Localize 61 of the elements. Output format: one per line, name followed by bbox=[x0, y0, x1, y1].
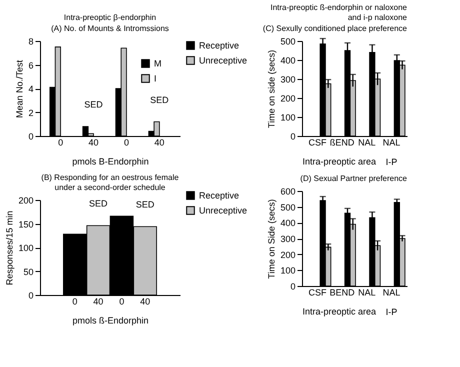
chart-title: Intra-preoptic ß-endorphin or naloxone and i-p naloxone bbox=[270, 3, 408, 22]
x-tick-label: NAL bbox=[358, 288, 376, 298]
x-tick-label: NAL bbox=[358, 138, 376, 148]
x-tick-label: BEND bbox=[330, 288, 356, 298]
x-tick-label: 0 bbox=[72, 296, 78, 306]
x-tick-label: 0 bbox=[124, 138, 129, 148]
legend-label: Unreceptive bbox=[199, 206, 248, 216]
chart-title: (B) Responding for an oestrous female under a second-order schedule bbox=[41, 173, 180, 192]
annotation: SED bbox=[84, 100, 104, 110]
text: I-P bbox=[386, 157, 398, 167]
x-tick-label: ßEND bbox=[330, 138, 355, 148]
y-tick-label: 200 bbox=[280, 94, 296, 104]
y-tick-label: 4 bbox=[28, 84, 34, 94]
annotation: SED bbox=[136, 200, 155, 210]
x-tick-label: 0 bbox=[58, 138, 64, 148]
y-tick-label: 300 bbox=[280, 74, 296, 84]
y-tick-label: 600 bbox=[280, 186, 296, 196]
y-axis-title: Time on side (secs) bbox=[266, 50, 276, 128]
y-tick-label: 2 bbox=[28, 108, 34, 118]
y-tick-label: 50 bbox=[23, 266, 34, 277]
chart-title: (D) Sexual Partner preference bbox=[300, 174, 408, 183]
x-tick-label: 40 bbox=[154, 138, 164, 148]
x-axis-title: pmols ß-Endorphin bbox=[72, 316, 149, 326]
legend-label: Unreceptive bbox=[199, 56, 248, 66]
y-tick-label: 200 bbox=[280, 250, 296, 260]
y-tick-label: 300 bbox=[280, 234, 296, 244]
y-tick-label: 150 bbox=[18, 219, 34, 230]
y-tick-label: 500 bbox=[280, 202, 296, 212]
x-tick-label: CSF bbox=[308, 288, 327, 298]
x-axis-title: pmols B-Endorphin bbox=[72, 156, 149, 166]
y-tick-label: 100 bbox=[280, 266, 296, 276]
chart-title: Intra-preoptic β-endorphin bbox=[64, 13, 156, 22]
chart-subtitle: (A) No. of Mounts & Intromssions bbox=[51, 24, 169, 33]
x-tick-label: 40 bbox=[93, 296, 104, 306]
legend-label: Receptive bbox=[199, 190, 240, 200]
legend-label: Receptive bbox=[199, 40, 240, 50]
x-tick-label: 40 bbox=[140, 296, 150, 306]
y-tick-label: 500 bbox=[280, 36, 296, 46]
y-tick-label: 6 bbox=[28, 60, 34, 70]
y-tick-label: 8 bbox=[28, 36, 34, 46]
y-axis-title: Mean No./Test bbox=[14, 59, 24, 118]
y-tick-label: 100 bbox=[18, 243, 34, 253]
x-axis-title: Intra-preoptic area bbox=[302, 306, 376, 316]
y-axis-title: Time on Side (secs) bbox=[266, 199, 276, 279]
legend-label: M bbox=[154, 58, 162, 68]
y-axis-title: Responses/15 min bbox=[4, 210, 14, 286]
x-axis-title: Intra-preoptic area bbox=[302, 156, 376, 166]
y-tick-label: 400 bbox=[280, 56, 296, 66]
x-tick-label: 40 bbox=[88, 138, 99, 148]
x-tick-label: 0 bbox=[119, 296, 124, 306]
x-tick-label: NAL bbox=[382, 138, 400, 148]
x-tick-label: NAL bbox=[382, 288, 400, 298]
x-tick-label: CSF bbox=[308, 138, 327, 148]
chart-subtitle: (C) Sexully conditioned place preference bbox=[262, 24, 408, 33]
text: I-P bbox=[386, 307, 398, 317]
y-tick-label: 100 bbox=[280, 112, 296, 122]
annotation: SED bbox=[150, 94, 170, 105]
legend-label: I bbox=[154, 74, 157, 84]
y-tick-label: 200 bbox=[18, 196, 34, 206]
annotation: SED bbox=[89, 198, 108, 209]
y-tick-label: 400 bbox=[280, 218, 296, 228]
